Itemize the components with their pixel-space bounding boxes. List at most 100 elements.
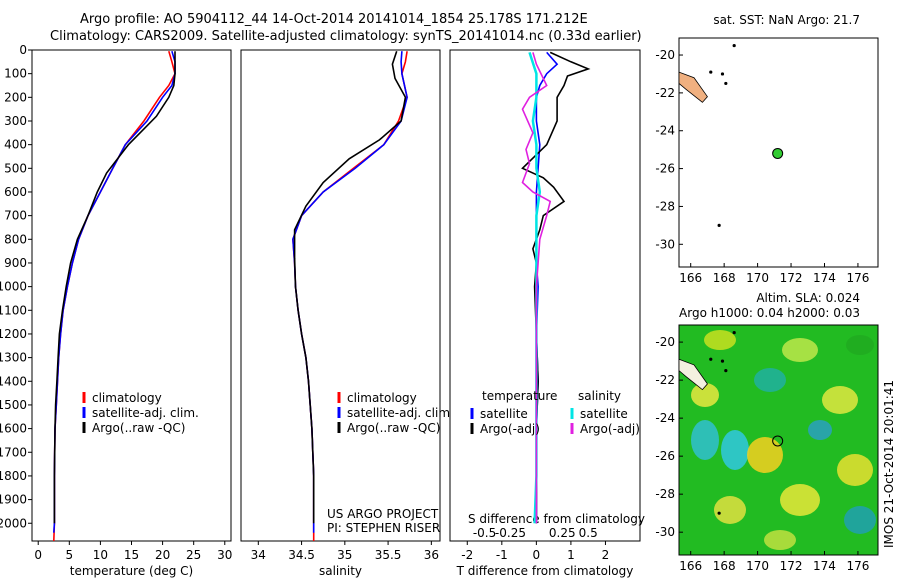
pi-label: PI: STEPHEN RISER [327, 521, 440, 535]
x-tick-label: 20 [155, 548, 170, 562]
imos-timestamp: IMOS 21-Oct-2014 20:01:41 [882, 380, 896, 548]
island-marker [717, 223, 721, 227]
sst-title: sat. SST: NaN Argo: 21.7 [713, 13, 860, 27]
map-x-tick-label: 168 [713, 559, 736, 573]
x-tick-label: 35 [337, 548, 352, 562]
map-y-tick-label: -20 [655, 335, 675, 349]
island-marker [732, 43, 736, 48]
x-tick-label: 25 [186, 548, 201, 562]
y-tick-label: 300 [4, 114, 27, 128]
legend-label: Argo(-adj) [580, 422, 640, 436]
y-tick-label: 900 [4, 256, 27, 270]
map-x-tick-label: 170 [746, 271, 769, 285]
annotation-s-difference: S difference from climatology [468, 512, 645, 526]
island-marker [709, 357, 713, 361]
map-y-tick-label: -30 [655, 525, 675, 539]
map-x-tick-label: 172 [780, 271, 803, 285]
map-x-tick-label: 170 [746, 559, 769, 573]
new-caledonia-land [678, 358, 708, 391]
legend-label: Argo(..raw -QC) [347, 421, 440, 435]
island-marker [720, 359, 725, 363]
y-tick-label: 800 [4, 232, 27, 246]
y-tick-label: 400 [4, 138, 27, 152]
x-tick-label: 10 [93, 548, 108, 562]
legend-label: satellite-adj. clim. [347, 406, 454, 420]
legend-title-salinity: salinity [578, 389, 621, 403]
map-y-tick-label: -22 [655, 86, 675, 100]
x-tick-label: 2 [602, 548, 610, 562]
island-marker [732, 331, 736, 335]
y-tick-label: 200 [4, 90, 27, 104]
sla-title: Altim. SLA: 0.024 [756, 291, 860, 305]
top-tick-label: -0.5 [473, 526, 496, 540]
y-tick-label: 500 [4, 161, 27, 175]
series-line-salinity_argo [521, 52, 552, 524]
x-tick-label: 35.5 [375, 548, 402, 562]
y-tick-label: 1900 [0, 493, 27, 507]
series-line-argo [293, 50, 407, 524]
y-tick-label: 600 [4, 185, 27, 199]
x-tick-label: 36 [424, 548, 439, 562]
x-tick-label: 30 [217, 548, 232, 562]
x-axis-label: T difference from climatology [456, 564, 634, 578]
sla-field [679, 325, 878, 555]
y-tick-label: 1700 [0, 445, 27, 459]
sla-anomaly-blob [691, 420, 719, 460]
y-tick-label: 700 [4, 209, 27, 223]
legend-label: Argo(..raw -QC) [92, 421, 185, 435]
legend-label: climatology [347, 391, 417, 405]
x-tick-label: 5 [65, 548, 73, 562]
y-tick-label: 2000 [0, 516, 27, 530]
x-tick-label: -2 [461, 548, 473, 562]
x-tick-label: 15 [124, 548, 139, 562]
map-y-tick-label: -28 [655, 199, 675, 213]
sla-anomaly-blob [764, 530, 796, 550]
y-tick-label: 0 [19, 43, 27, 57]
map-x-tick-label: 166 [679, 271, 702, 285]
series-line-argo [53, 51, 176, 524]
island-marker [720, 72, 725, 76]
x-tick-label: 1 [567, 548, 575, 562]
map-x-tick-label: 166 [679, 559, 702, 573]
island-marker [724, 81, 728, 86]
figure-title-line2: Climatology: CARS2009. Satellite-adjuste… [50, 29, 642, 44]
top-tick-label: 0.5 [579, 526, 598, 540]
map-bottom-frame [678, 324, 879, 556]
map-y-tick-label: -22 [655, 373, 675, 387]
y-tick-label: 1000 [0, 280, 27, 294]
argo-float-position [772, 435, 784, 447]
map-top-frame [678, 37, 879, 268]
y-tick-label: 1500 [0, 398, 27, 412]
argo-height-title: Argo h1000: 0.04 h2000: 0.03 [679, 306, 860, 320]
sla-anomaly-blob [747, 437, 783, 473]
sla-anomaly-blob [691, 383, 719, 407]
x-tick-label: 0 [34, 548, 42, 562]
map-y-tick-label: -30 [655, 237, 675, 251]
map-x-tick-label: 174 [813, 271, 836, 285]
x-axis-label: temperature (deg C) [70, 564, 193, 578]
y-tick-label: 1200 [0, 327, 27, 341]
panel-3-frame [449, 49, 641, 542]
map-x-tick-label: 172 [780, 559, 803, 573]
panel-2-frame [240, 49, 441, 542]
sla-anomaly-blob [704, 330, 736, 350]
map-y-tick-label: -24 [655, 411, 675, 425]
map-x-tick-label: 168 [713, 271, 736, 285]
y-tick-label: 100 [4, 67, 27, 81]
sla-anomaly-blob [808, 420, 832, 440]
x-tick-label: 34 [251, 548, 266, 562]
x-axis-label: salinity [319, 564, 362, 578]
y-tick-label: 1600 [0, 422, 27, 436]
y-tick-label: 1100 [0, 303, 27, 317]
x-tick-label: -1 [496, 548, 508, 562]
map-x-tick-label: 174 [813, 559, 836, 573]
x-tick-label: 0 [533, 548, 541, 562]
sla-anomaly-blob [846, 335, 874, 355]
sla-anomaly-blob [721, 430, 749, 470]
panel-1-frame [31, 49, 232, 542]
sla-anomaly-blob [754, 368, 786, 392]
sla-anomaly-blob [780, 484, 820, 516]
x-tick-label: 34.5 [288, 548, 315, 562]
sla-anomaly-blob [714, 496, 746, 524]
